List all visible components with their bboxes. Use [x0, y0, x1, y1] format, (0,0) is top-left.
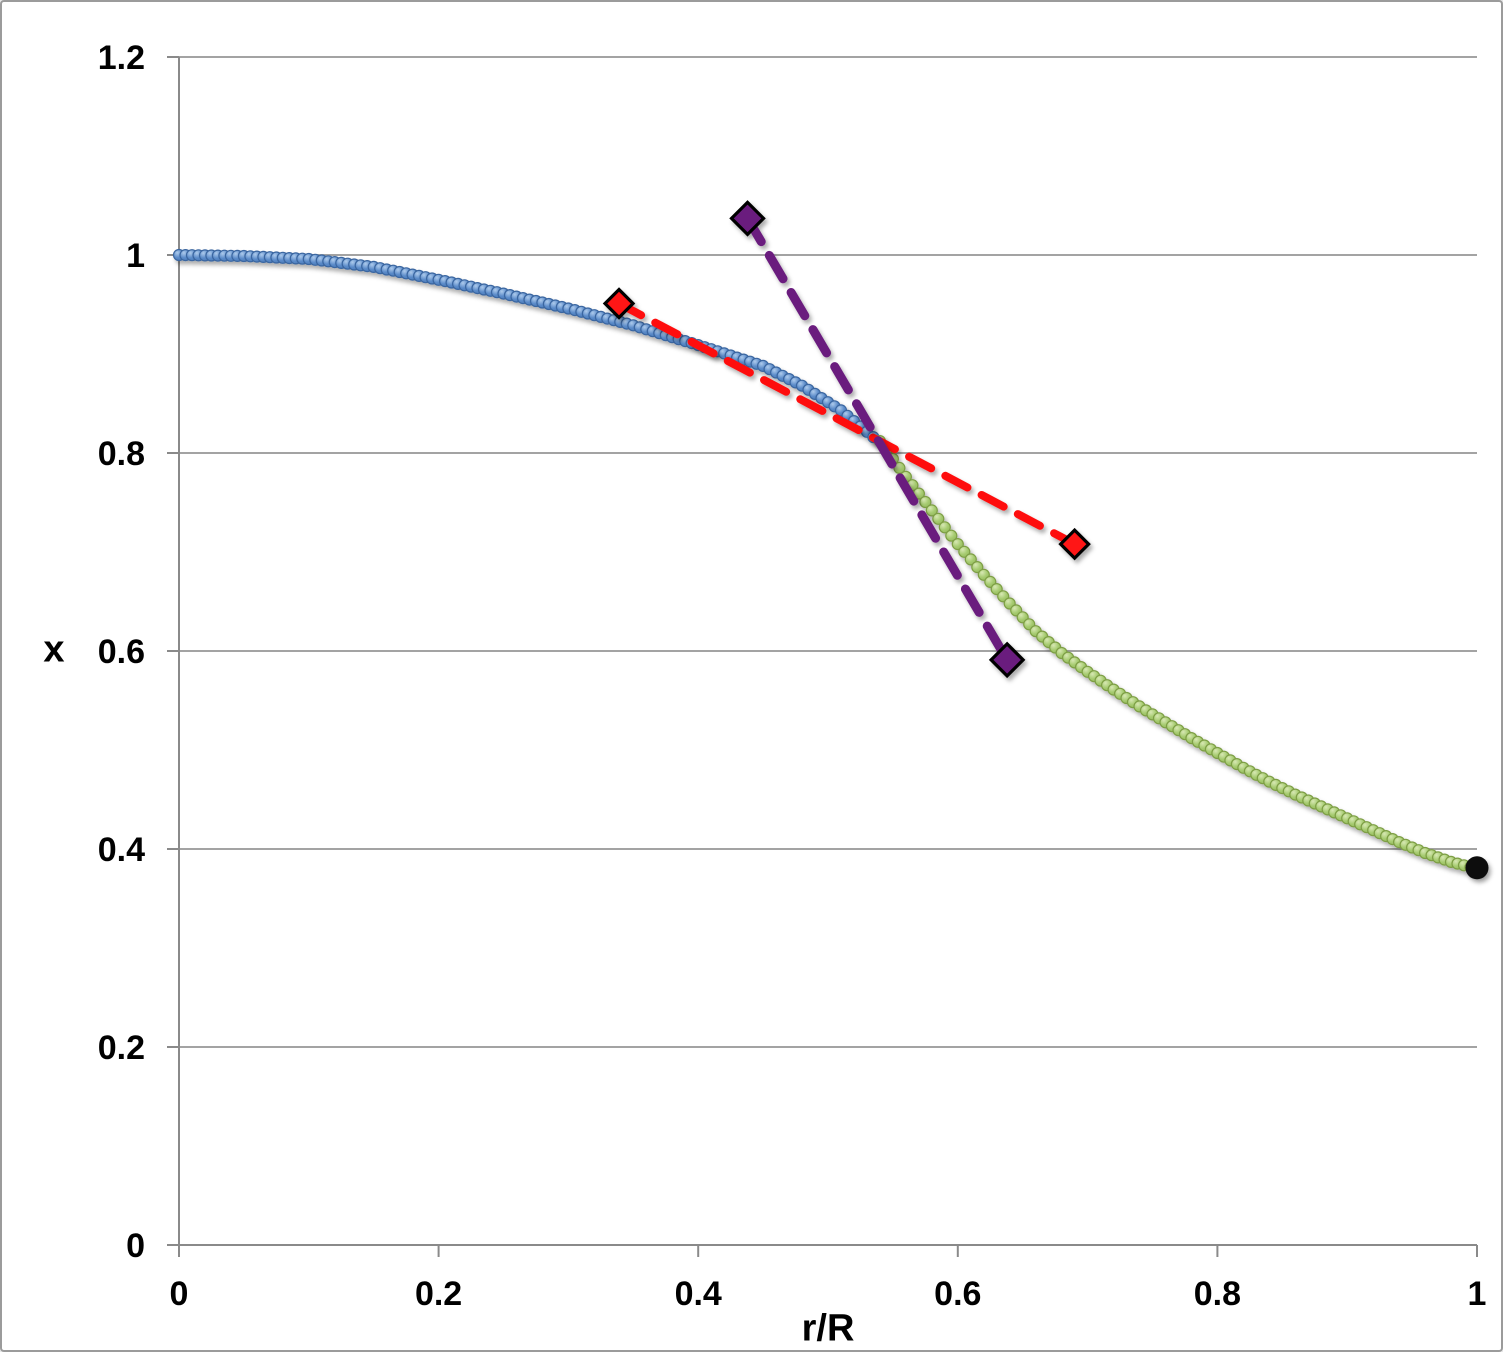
tangent-shallow-red-dashed: [602, 287, 1091, 561]
diamond-marker: [602, 287, 636, 320]
x-tick-labels: 0 0.2 0.4 0.6 0.8 1: [170, 1275, 1487, 1313]
x-tick-label: 0: [170, 1275, 189, 1313]
dashed-segment: [615, 299, 1079, 549]
y-tick-label: 0.8: [98, 435, 145, 473]
x-tick-label: 0.8: [1194, 1275, 1241, 1313]
x-tick-label: 0.4: [675, 1275, 722, 1313]
data-point: [925, 504, 938, 517]
y-tick-label: 0.4: [98, 831, 145, 869]
end-point-marker: [1465, 856, 1489, 880]
data-point: [919, 495, 932, 509]
profile-outer-green-dotted-curve: [873, 435, 1484, 875]
data-point: [958, 545, 971, 558]
diamond-marker: [729, 200, 766, 237]
x-tick-label: 1: [1468, 1275, 1487, 1313]
y-tick-labels: 0 0.2 0.4 0.6 0.8 1 1.2: [98, 39, 145, 1265]
surface-point-black: [1465, 856, 1489, 880]
data-point: [938, 521, 951, 534]
diamond-marker: [988, 641, 1026, 679]
axes: [167, 56, 1478, 1257]
x-axis-title: r/R: [801, 1307, 855, 1350]
y-gridlines: [179, 56, 1477, 1048]
x-tick-label: 0.6: [934, 1275, 981, 1313]
data-point: [932, 512, 945, 525]
profile-inner-blue-dotted-curve: [172, 248, 880, 444]
x-tick-label: 0.2: [415, 1275, 462, 1313]
y-tick-label: 1: [126, 237, 145, 275]
dashed-segment: [743, 213, 1012, 665]
y-axis-title: x: [43, 628, 65, 671]
data-point: [951, 537, 964, 551]
tangent-steep-purple-dashed: [729, 200, 1026, 679]
y-tick-label: 0: [126, 1227, 145, 1265]
diamond-marker: [1058, 527, 1091, 561]
y-tick-label: 0.2: [98, 1029, 145, 1067]
y-tick-label: 0.6: [98, 633, 145, 671]
data-point: [945, 529, 958, 542]
data-point: [971, 560, 984, 574]
y-tick-label: 1.2: [98, 39, 145, 77]
data-point: [964, 553, 977, 566]
